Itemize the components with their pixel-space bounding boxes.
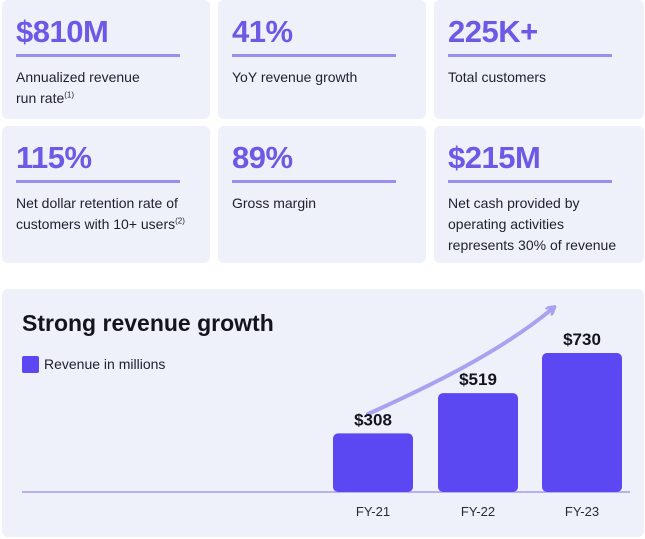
chart-panel xyxy=(2,289,644,537)
kpi-divider xyxy=(16,180,180,183)
kpi-divider xyxy=(16,54,180,57)
bar-fy-22 xyxy=(438,393,518,492)
kpi-label: Total customers xyxy=(448,69,547,85)
kpi-card-retention: 115% Net dollar retention rate of custome… xyxy=(2,126,210,263)
kpi-divider xyxy=(232,180,396,183)
kpi-value: $215M xyxy=(448,140,541,175)
data-label: $519 xyxy=(459,370,497,389)
growth-arrow-icon xyxy=(366,309,552,416)
legend-swatch xyxy=(22,356,39,373)
kpi-divider xyxy=(448,180,612,183)
kpi-card-cash: $215M Net cash provided by operating acti… xyxy=(434,126,644,263)
kpi-divider xyxy=(448,54,612,57)
x-tick-label: FY-23 xyxy=(565,504,599,519)
kpi-card-margin: 89% Gross margin xyxy=(218,126,426,263)
x-tick-label: FY-21 xyxy=(356,504,390,519)
kpi-card-growth: 41% YoY revenue growth xyxy=(218,0,426,119)
footnote-marker: (1) xyxy=(64,90,75,100)
kpi-card-arr: $810M Annualized revenue run rate(1) xyxy=(2,0,210,119)
data-label: $308 xyxy=(354,410,392,429)
bar-fy-21 xyxy=(333,433,413,492)
x-tick-label: FY-22 xyxy=(461,504,495,519)
kpi-label: YoY revenue growth xyxy=(232,69,358,85)
kpi-value: 115% xyxy=(16,140,92,175)
kpi-card-customers: 225K+ Total customers xyxy=(434,0,644,119)
kpi-value: $810M xyxy=(16,14,109,49)
kpi-label: Net cash provided by operating activities… xyxy=(448,195,617,253)
legend-label: Revenue in millions xyxy=(44,356,166,372)
kpi-label: Net dollar retention rate of customers wi… xyxy=(16,195,185,232)
kpi-divider xyxy=(232,54,396,57)
data-label: $730 xyxy=(563,330,601,349)
kpi-value: 225K+ xyxy=(448,14,538,49)
kpi-label: Gross margin xyxy=(232,195,317,211)
chart-title: Strong revenue growth xyxy=(22,310,274,336)
kpi-value: 89% xyxy=(232,140,293,175)
footnote-marker: (2) xyxy=(175,216,185,226)
kpi-label: Annualized revenue run rate(1) xyxy=(16,69,140,106)
bar-fy-23 xyxy=(542,353,622,492)
kpi-value: 41% xyxy=(232,14,293,49)
